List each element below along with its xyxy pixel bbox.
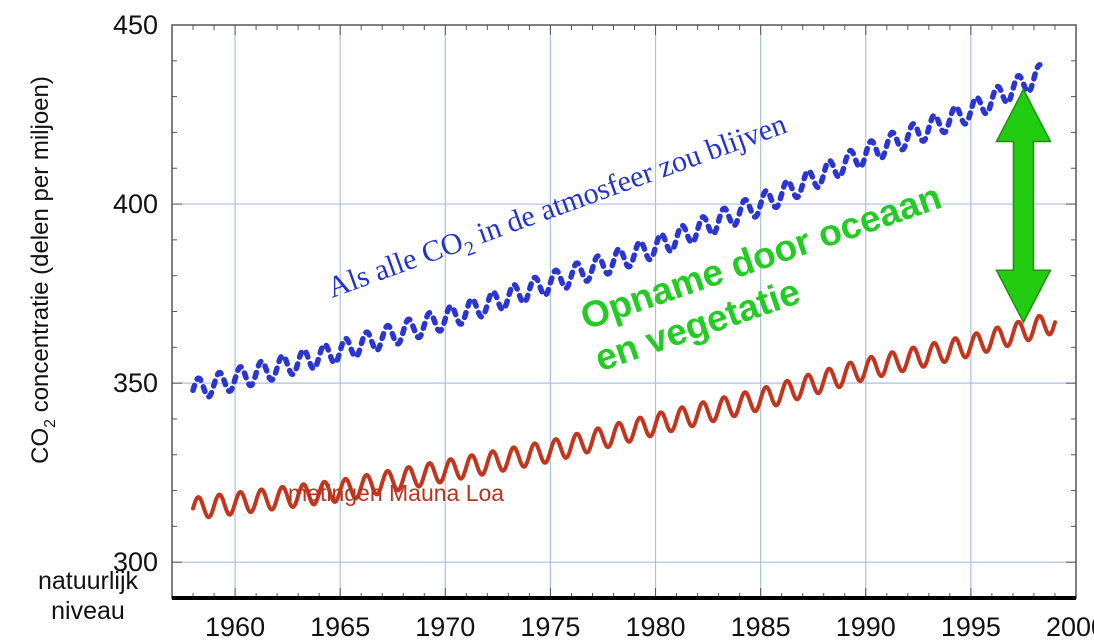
y-tick-label: 300 xyxy=(113,547,158,577)
red-series-annotation: metingen Mauna Loa xyxy=(288,480,504,506)
x-tick-label: 1980 xyxy=(625,612,685,642)
x-tick-label: 1965 xyxy=(310,612,370,642)
x-tick-label: 1975 xyxy=(520,612,580,642)
minor-ticks xyxy=(171,24,1077,599)
natural-level-label-line2: niveau xyxy=(51,597,125,625)
x-tick-labels: 1960 1965 1970 1975 1980 1985 1990 1995 2000 xyxy=(205,612,1094,642)
y-axis-label-suffix: concentratie (delen per miljoen) xyxy=(27,76,54,419)
series-layer xyxy=(190,62,1057,520)
x-tick-label: 1960 xyxy=(205,612,265,642)
y-tick-label: 400 xyxy=(113,189,158,219)
y-tick-label: 450 xyxy=(113,10,158,40)
series-blue-dotted xyxy=(190,62,1043,400)
y-axis-label: CO2 concentratie (delen per miljoen) xyxy=(27,76,59,464)
series-red-measurements xyxy=(191,313,1057,520)
x-tick-label: 1970 xyxy=(415,612,475,642)
y-tick-label: 350 xyxy=(113,368,158,398)
x-tick-label: 1990 xyxy=(836,612,896,642)
x-tick-label: 1985 xyxy=(731,612,791,642)
x-tick-label: 1995 xyxy=(941,612,1001,642)
natural-level-label-line1: natuurlijk xyxy=(38,567,139,595)
grid-lines xyxy=(172,25,1076,598)
x-tick-label: 2000 xyxy=(1046,612,1094,642)
blue-annotation-suffix: in de atmosfeer zou blijven xyxy=(466,107,791,252)
double-headed-arrow xyxy=(995,87,1052,324)
y-axis-label-subscript: 2 xyxy=(42,419,59,428)
green-annotation: Opname door oceaan en vegetatie xyxy=(575,176,946,380)
y-tick-labels: 300 350 400 450 xyxy=(113,10,158,577)
y-axis-label-prefix: CO xyxy=(27,428,54,464)
